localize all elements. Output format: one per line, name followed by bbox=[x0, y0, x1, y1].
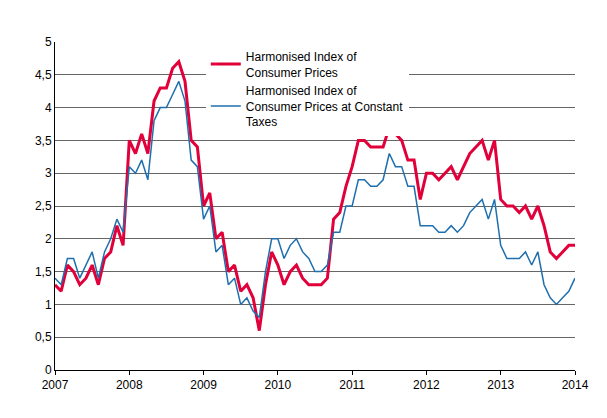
svg-text:Harmonised Index ofConsumer Pr: Harmonised Index ofConsumer Prices bbox=[246, 50, 357, 80]
svg-text:1: 1 bbox=[45, 298, 52, 312]
svg-text:2013: 2013 bbox=[487, 378, 514, 392]
svg-text:3: 3 bbox=[45, 166, 52, 180]
svg-text:1,5: 1,5 bbox=[35, 265, 52, 279]
svg-text:2008: 2008 bbox=[116, 378, 143, 392]
svg-text:0: 0 bbox=[45, 363, 52, 377]
svg-text:5: 5 bbox=[45, 35, 52, 49]
svg-text:2011: 2011 bbox=[339, 378, 365, 392]
svg-text:4,5: 4,5 bbox=[35, 68, 52, 82]
svg-text:2009: 2009 bbox=[190, 378, 217, 392]
svg-text:2010: 2010 bbox=[265, 378, 292, 392]
svg-text:2,5: 2,5 bbox=[35, 199, 52, 213]
svg-text:2014: 2014 bbox=[562, 378, 589, 392]
svg-text:2012: 2012 bbox=[413, 378, 440, 392]
svg-text:4: 4 bbox=[45, 101, 52, 115]
svg-text:2007: 2007 bbox=[42, 378, 69, 392]
svg-text:Harmonised Index ofConsumer Pr: Harmonised Index ofConsumer Prices at Co… bbox=[246, 84, 403, 129]
svg-text:0,5: 0,5 bbox=[35, 330, 52, 344]
svg-text:3,5: 3,5 bbox=[35, 134, 52, 148]
svg-text:2: 2 bbox=[45, 232, 52, 246]
